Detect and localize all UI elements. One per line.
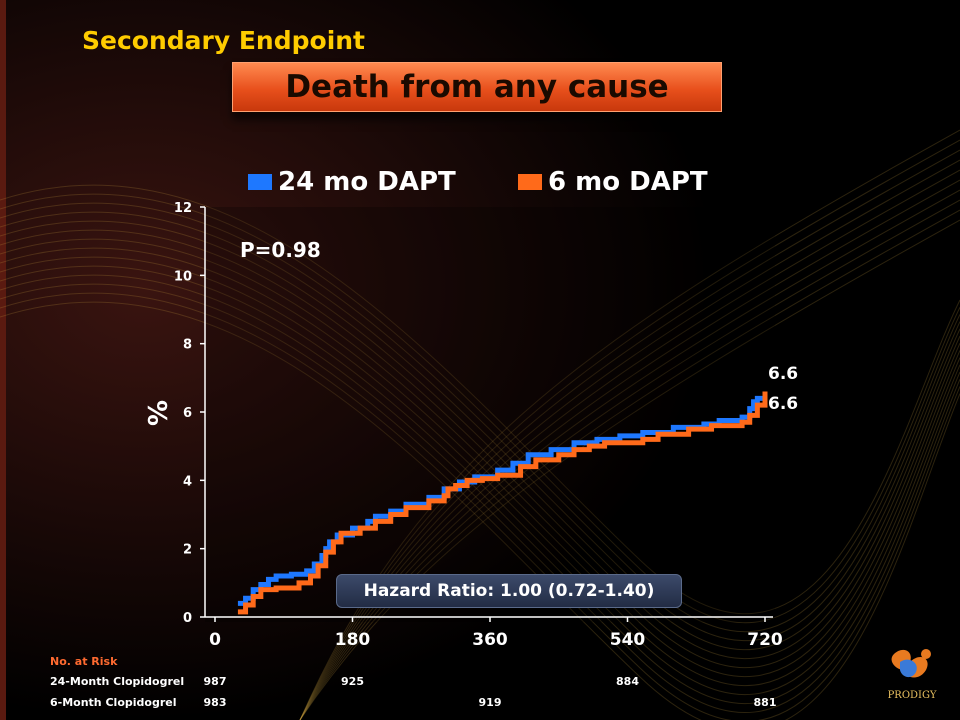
risk-cell: 919 <box>478 696 502 709</box>
y-tick-label: 0 <box>183 611 192 626</box>
x-tick-label: 720 <box>747 630 783 650</box>
risk-row-label: 24-Month Clopidogrel <box>50 675 185 688</box>
legend-swatch-24mo <box>248 174 272 190</box>
y-tick-label: 10 <box>174 269 192 284</box>
section-title: Secondary Endpoint <box>82 26 366 55</box>
x-tick-label: 0 <box>209 630 221 650</box>
hazard-ratio-box: Hazard Ratio: 1.00 (0.72-1.40) <box>336 574 682 608</box>
plot-area <box>205 207 775 622</box>
y-tick-label: 12 <box>174 201 192 216</box>
risk-row-24mo: 24-Month Clopidogrel <box>50 675 184 688</box>
x-tick-label: 180 <box>335 630 371 650</box>
y-tick-label: 8 <box>183 338 192 353</box>
legend-label-6mo: 6 mo DAPT <box>548 167 708 197</box>
legend-item-24mo: 24 mo DAPT <box>248 167 456 197</box>
end-label-24mo: 6.6 <box>768 364 799 384</box>
y-tick-label: 6 <box>183 406 192 421</box>
legend-label-24mo: 24 mo DAPT <box>278 167 456 197</box>
x-tick-label: 540 <box>610 630 646 650</box>
p-value-annotation: P=0.98 <box>240 238 321 262</box>
risk-cell: 987 <box>203 675 227 688</box>
risk-cell: 884 <box>616 675 639 688</box>
y-tick-label: 2 <box>183 543 192 558</box>
risk-table: No. at Risk 24-Month Clopidogrel 6-Month… <box>50 655 810 715</box>
risk-cell: 925 <box>341 675 364 688</box>
logo-text: PRODIGY <box>888 690 937 701</box>
prodigy-logo: PRODIGY <box>888 649 937 701</box>
legend-item-6mo: 6 mo DAPT <box>518 167 708 197</box>
risk-cell: 881 <box>753 696 777 709</box>
x-tick-label: 360 <box>472 630 508 650</box>
risk-table-header: No. at Risk <box>50 655 118 668</box>
risk-row-6mo: 6-Month Clopidogrel <box>50 696 176 709</box>
risk-cell: 983 <box>203 696 227 709</box>
end-label-6mo: 6.6 <box>768 394 799 414</box>
chart-title-banner: Death from any cause <box>232 62 722 112</box>
chart-title: Death from any cause <box>285 69 669 105</box>
risk-row-label: 6-Month Clopidogrel <box>50 696 177 709</box>
y-tick-label: 4 <box>183 474 192 489</box>
legend-swatch-6mo <box>518 174 542 190</box>
series-line-6mo <box>237 391 768 615</box>
